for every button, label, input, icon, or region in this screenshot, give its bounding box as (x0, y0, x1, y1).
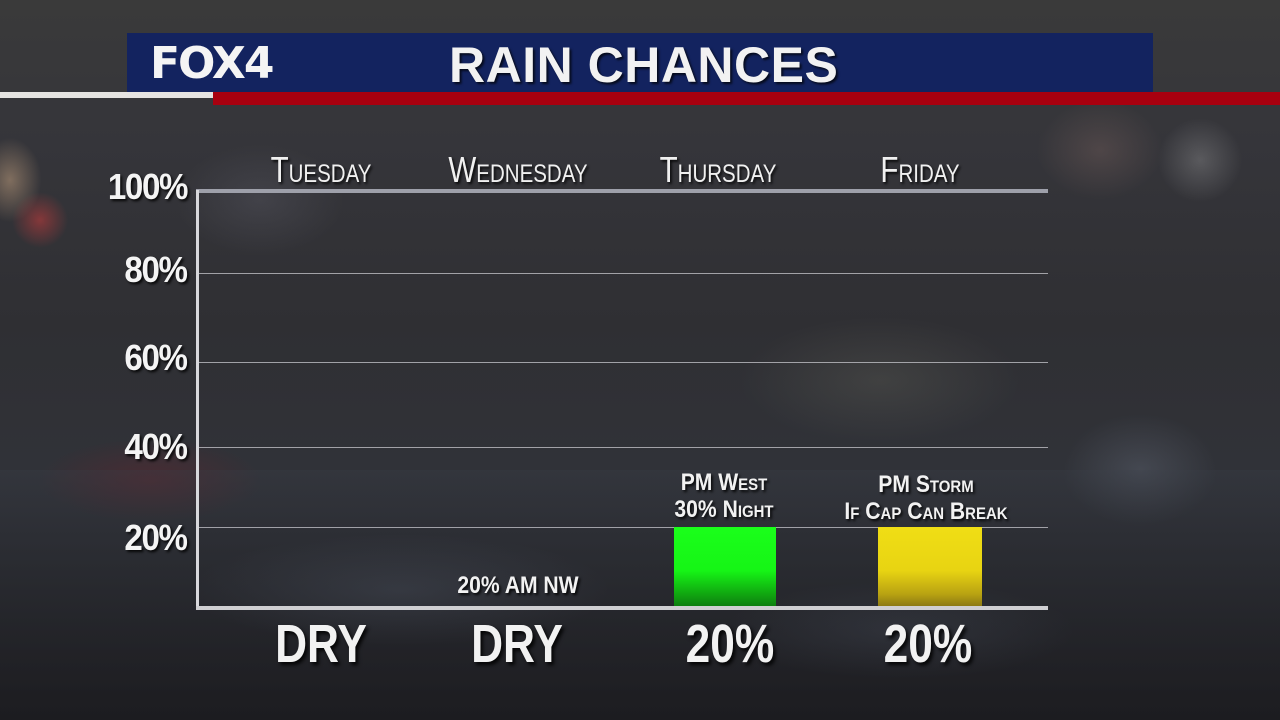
ytick-40: 40% (124, 426, 189, 467)
x-axis (196, 606, 1048, 610)
value-wednesday: DRY (471, 614, 563, 674)
day-label-friday: Friday (880, 149, 960, 190)
ytick-20: 20% (124, 517, 189, 558)
gridline-20 (198, 527, 1048, 528)
ytick-60: 60% (124, 337, 189, 378)
page-title: RAIN CHANCES (449, 37, 839, 93)
value-thursday: 20% (685, 614, 775, 674)
background-wet-pavement (0, 470, 1280, 720)
value-friday: 20% (883, 614, 973, 674)
note-thursday-line1: PM West (680, 469, 768, 496)
note-friday-line1: PM Storm (878, 471, 974, 498)
value-tuesday: DRY (275, 614, 367, 674)
day-label-tuesday: Tuesday (270, 149, 372, 190)
title-banner (127, 33, 1153, 92)
gridline-40 (198, 447, 1048, 448)
gridline-100 (196, 189, 1048, 193)
gridline-80 (198, 273, 1048, 274)
day-label-thursday: Thursday (659, 149, 777, 190)
banner-red-stripe (213, 92, 1280, 105)
y-axis (196, 190, 199, 610)
note-wednesday: 20% AM NW (457, 572, 579, 599)
bar-friday (878, 527, 982, 606)
note-friday-line2: If Cap Can Break (844, 498, 1008, 525)
ytick-80: 80% (124, 249, 189, 290)
note-thursday-line2: 30% Night (674, 496, 774, 523)
gridline-60 (198, 362, 1048, 363)
bar-thursday (674, 527, 776, 606)
ytick-100: 100% (107, 166, 189, 207)
fox4-logo: FOX4 (150, 38, 274, 89)
day-label-wednesday: Wednesday (448, 149, 588, 190)
banner-white-stripe (0, 92, 213, 98)
